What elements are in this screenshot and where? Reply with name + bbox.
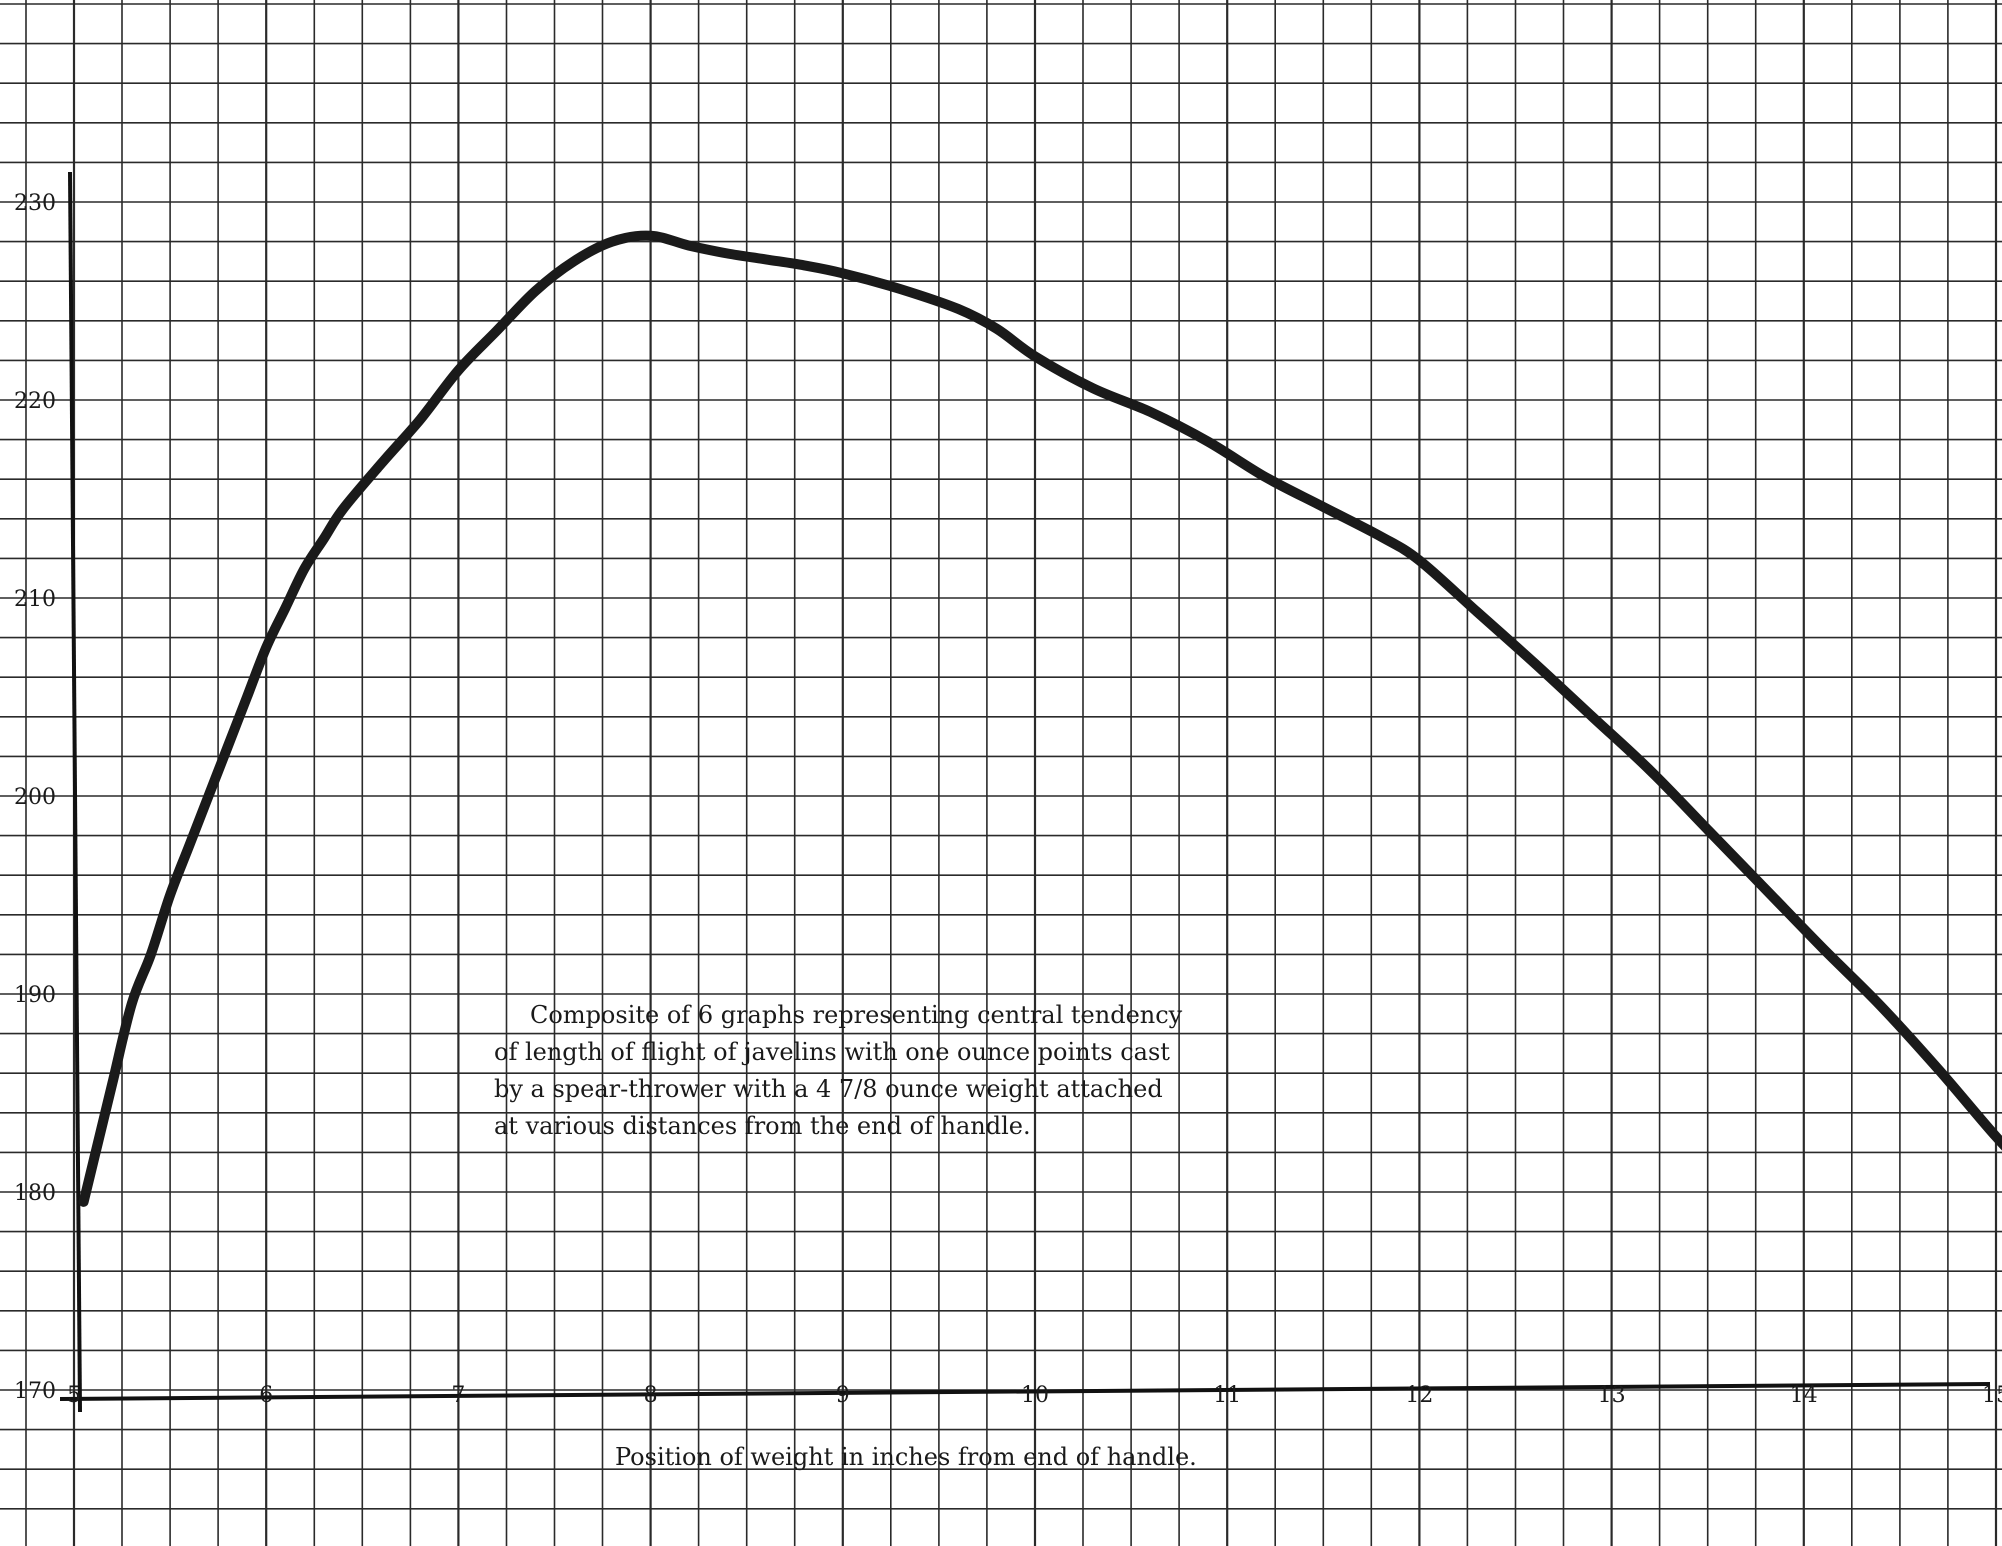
x-tick-label: 8: [644, 1383, 658, 1408]
x-tick-label: 15: [1982, 1383, 2002, 1408]
axes: [59, 171, 1991, 1413]
y-tick-label: 230: [14, 191, 56, 216]
y-tick-label: 190: [14, 983, 56, 1008]
y-tick-labels: 170 180 190 200 210 220 230: [14, 191, 56, 1404]
y-tick-label: 180: [14, 1181, 56, 1206]
x-tick-label: 6: [259, 1383, 273, 1408]
x-tick-label: 12: [1405, 1383, 1433, 1408]
x-tick-label: 7: [451, 1383, 465, 1408]
x-axis-label: Position of weight in inches from end of…: [615, 1443, 1197, 1471]
x-tick-label: 13: [1598, 1383, 1626, 1408]
caption-line-1: Composite of 6 graphs representing centr…: [530, 1001, 1183, 1029]
caption-line-3: by a spear-thrower with a 4 7/8 ounce we…: [494, 1075, 1163, 1103]
chart-caption: Composite of 6 graphs representing centr…: [494, 1001, 1183, 1140]
y-tick-label: 220: [14, 389, 56, 414]
caption-line-4: at various distances from the end of han…: [494, 1112, 1031, 1140]
x-tick-label: 14: [1790, 1383, 1818, 1408]
x-tick-label: 10: [1021, 1383, 1049, 1408]
series-line: [78, 230, 2002, 1207]
y-tick-label: 210: [14, 587, 56, 612]
caption-line-2: of length of flight of javelins with one…: [494, 1038, 1170, 1066]
y-tick-label: 200: [14, 785, 56, 810]
data-series: [78, 230, 2002, 1207]
y-axis-line: [68, 171, 82, 1413]
y-tick-label: 170: [14, 1379, 56, 1404]
x-tick-labels: 5 6 7 8 9 10 11 12 13 14 15: [67, 1383, 2002, 1408]
x-tick-label: 9: [836, 1383, 850, 1408]
x-tick-label: 5: [67, 1383, 81, 1408]
x-axis-line: [59, 1382, 1991, 1401]
x-tick-label: 11: [1213, 1383, 1241, 1408]
